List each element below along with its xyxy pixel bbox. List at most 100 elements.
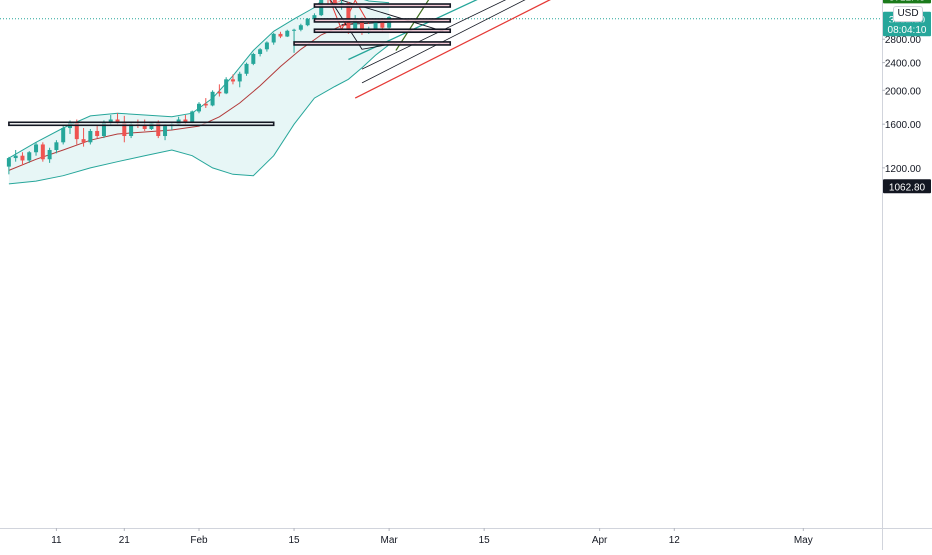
candle-body	[54, 142, 59, 150]
price-label-badge-3[interactable]	[883, 179, 931, 194]
candle-body	[332, 0, 337, 5]
candle-body	[190, 111, 195, 123]
candle-body	[217, 91, 222, 94]
candle	[27, 151, 32, 163]
x-tick-label: 15	[479, 535, 491, 546]
candle-body	[210, 91, 215, 106]
triangle-line-0	[339, 0, 444, 32]
candle-body	[40, 144, 45, 160]
candle-body	[81, 139, 86, 143]
candle-body	[346, 2, 351, 29]
candle	[20, 152, 25, 166]
candle-body	[34, 144, 39, 153]
candle	[237, 71, 242, 88]
candle-body	[6, 158, 11, 167]
support-box-0	[8, 121, 275, 127]
support-boxes	[8, 3, 452, 127]
price-label-text-0: 3712.45	[889, 0, 926, 3]
candle	[122, 115, 127, 143]
price-label-text-2: 08:04:10	[888, 25, 927, 36]
price-label-text-3: 1062.80	[889, 182, 926, 193]
x-tick-label: 11	[51, 535, 62, 546]
price-axis-background	[882, 0, 932, 550]
bollinger-lower	[8, 44, 390, 185]
y-tick-label: 2400.00	[885, 59, 922, 70]
candle-body	[292, 29, 297, 31]
candle-body	[197, 103, 201, 112]
candle-body	[156, 123, 161, 137]
candle-body	[101, 122, 106, 137]
candle-body	[183, 119, 188, 123]
currency-badge[interactable]: USD	[893, 6, 923, 22]
candle-body	[258, 49, 263, 54]
candle-body	[380, 19, 385, 28]
y-tick-label: 1200.00	[885, 164, 922, 175]
candle-body	[61, 128, 66, 143]
candle	[305, 17, 310, 27]
candle	[230, 74, 235, 85]
candle-body	[312, 15, 317, 19]
candle-body	[20, 155, 25, 161]
candle-body	[129, 124, 134, 137]
support-box-4	[293, 41, 452, 46]
candle-body	[74, 122, 79, 140]
candle-body	[47, 149, 52, 160]
candle-body	[237, 73, 242, 82]
candle	[88, 129, 93, 145]
candle	[258, 48, 263, 57]
y-tick-label: 1600.00	[885, 120, 922, 131]
candle	[81, 128, 86, 147]
projection-path	[395, 0, 430, 51]
candle	[264, 41, 269, 52]
candle	[47, 147, 52, 163]
x-tick-label: Apr	[592, 535, 608, 546]
candle-body	[285, 30, 290, 37]
candle	[278, 31, 283, 39]
bollinger-fill	[8, 0, 390, 184]
candle-body	[115, 119, 120, 124]
candle	[271, 32, 276, 45]
candle-body	[230, 79, 235, 82]
candle-body	[244, 63, 249, 74]
x-tick-label: 15	[288, 535, 300, 546]
candle-body	[251, 53, 256, 64]
bollinger-bands	[8, 0, 390, 185]
candle	[34, 142, 39, 156]
candle	[61, 126, 66, 145]
candle-body	[122, 123, 127, 137]
candle	[251, 52, 256, 66]
x-tick-label: 21	[119, 535, 131, 546]
candle	[40, 142, 45, 162]
time-axis-background	[0, 528, 932, 550]
candle-body	[353, 18, 358, 29]
price-label-badge-2[interactable]	[883, 22, 931, 37]
candle	[190, 110, 195, 124]
x-tick-label: Feb	[190, 535, 208, 546]
candle	[13, 149, 18, 162]
pitchfork-line-8	[354, 0, 551, 99]
support-box-2	[313, 18, 452, 23]
candle-body	[95, 130, 100, 137]
candle	[292, 28, 297, 53]
candle-body	[108, 119, 113, 123]
candle	[285, 29, 290, 38]
price-label-badge-0[interactable]	[883, 0, 931, 4]
y-tick-label: 2800.00	[885, 35, 922, 46]
candle-body	[142, 125, 147, 130]
x-tick-label: May	[794, 535, 813, 546]
candle	[54, 140, 59, 154]
candle	[298, 23, 303, 32]
candle-body	[271, 33, 276, 43]
support-box-3	[313, 28, 452, 34]
candle-body	[13, 155, 18, 159]
candle	[6, 156, 11, 175]
candle	[217, 84, 222, 97]
candle	[163, 124, 168, 141]
candle	[319, 0, 324, 17]
candle-body	[224, 79, 229, 94]
candle-body	[359, 18, 364, 31]
pitchfork-line-6	[361, 0, 507, 70]
candle	[244, 62, 249, 76]
